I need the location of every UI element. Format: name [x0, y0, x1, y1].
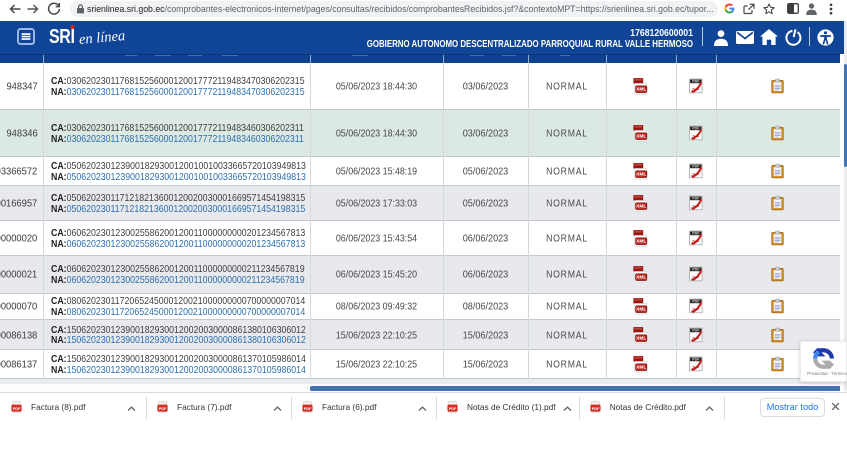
svg-text:XML: XML	[636, 171, 646, 177]
svg-text:PDF: PDF	[449, 407, 457, 411]
svg-text:PDF: PDF	[692, 79, 700, 83]
svg-text:XML: XML	[636, 203, 646, 209]
svg-text:PDF: PDF	[304, 407, 312, 411]
svg-text:PDF: PDF	[13, 407, 21, 411]
svg-text:PDF: PDF	[692, 196, 700, 200]
svg-text:PDF: PDF	[692, 328, 700, 332]
svg-text:XML: XML	[636, 307, 646, 313]
svg-text:PDF: PDF	[591, 407, 599, 411]
svg-text:PDF: PDF	[692, 357, 700, 361]
svg-text:PDF: PDF	[692, 126, 700, 130]
svg-text:PDF: PDF	[692, 231, 700, 235]
svg-text:XML: XML	[636, 86, 646, 92]
svg-text:PDF: PDF	[159, 407, 167, 411]
svg-text:PDF: PDF	[692, 300, 700, 304]
svg-text:XML: XML	[636, 238, 646, 244]
svg-text:XML: XML	[636, 335, 646, 341]
svg-text:XML: XML	[636, 133, 646, 139]
svg-text:PDF: PDF	[692, 268, 700, 272]
svg-text:PDF: PDF	[692, 164, 700, 168]
svg-text:XML: XML	[636, 275, 646, 281]
svg-text:XML: XML	[636, 364, 646, 370]
